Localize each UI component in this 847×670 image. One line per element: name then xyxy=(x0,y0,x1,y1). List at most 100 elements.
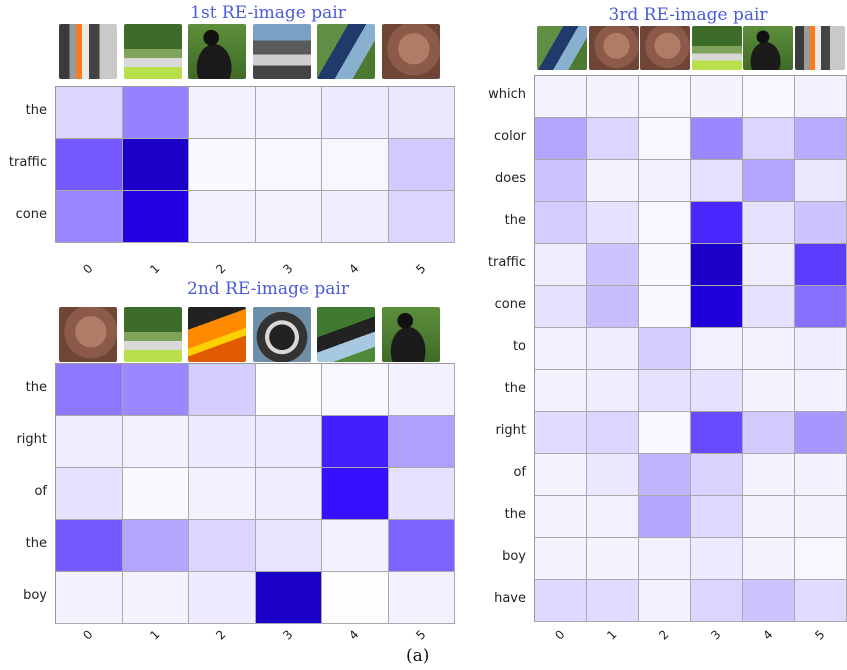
column-label: 4 xyxy=(346,261,362,277)
heatmap-cell xyxy=(322,468,389,520)
heatmap-cell xyxy=(743,496,795,538)
heatmap-cell xyxy=(255,139,322,191)
heatmap-cell xyxy=(587,328,639,370)
row-label: does xyxy=(495,171,526,186)
skateboard-legs-thumb xyxy=(252,24,311,79)
row-label: right xyxy=(495,423,526,438)
heatmap-cell xyxy=(322,191,389,243)
heatmap-cell xyxy=(388,364,455,416)
column-label: 5 xyxy=(412,261,429,277)
row-label: of xyxy=(513,465,526,480)
heatmap-cell xyxy=(795,160,847,202)
heatmap-cell xyxy=(122,468,189,520)
heatmap-cell xyxy=(795,412,847,454)
heatmap-cell xyxy=(388,416,455,468)
row-label: cone xyxy=(494,297,526,312)
skin-closeup-thumb xyxy=(59,307,117,362)
heatmap-cell xyxy=(535,202,587,244)
heatmap-cell xyxy=(122,191,189,243)
heatmap-cell xyxy=(535,412,587,454)
orange-cones-thumb xyxy=(188,307,246,362)
panel-title: 2nd RE-image pair xyxy=(187,279,349,299)
heatmap-cell xyxy=(691,412,743,454)
panel-title: 3rd RE-image pair xyxy=(608,5,768,25)
heatmap-cell xyxy=(255,416,322,468)
column-label: 4 xyxy=(346,627,362,643)
row-label: color xyxy=(493,129,526,144)
heatmap-cell xyxy=(122,416,189,468)
column-label: 0 xyxy=(552,627,568,643)
heatmap-cell xyxy=(743,160,795,202)
heatmap-cell xyxy=(587,118,639,160)
column-label: 0 xyxy=(80,627,96,643)
heatmap-cell xyxy=(189,416,256,468)
heatmap-cell xyxy=(639,412,691,454)
row-label: the xyxy=(504,507,526,522)
heatmap-cell xyxy=(56,364,123,416)
heatmap-cell xyxy=(56,139,123,191)
heatmap-cell xyxy=(56,191,123,243)
skin-closeup-thumb xyxy=(381,24,440,79)
heatmap-cell xyxy=(795,538,847,580)
heatmap-cell xyxy=(795,118,847,160)
figure-caption: (a) xyxy=(406,646,430,666)
attention-heatmap xyxy=(55,86,455,243)
boy-helmet-back-thumb xyxy=(188,24,246,79)
heatmap-cell xyxy=(795,328,847,370)
attention-heatmap xyxy=(55,363,455,624)
heatmap-cell xyxy=(322,87,389,139)
row-label: traffic xyxy=(487,255,526,270)
heatmap-cell xyxy=(743,286,795,328)
column-label: 2 xyxy=(213,261,229,277)
row-label: which xyxy=(488,87,526,102)
heatmap-cell xyxy=(743,244,795,286)
row-label: of xyxy=(34,484,47,499)
heatmap-cell xyxy=(535,370,587,412)
heatmap-cell xyxy=(535,496,587,538)
heatmap-cell xyxy=(639,454,691,496)
heatmap-cell xyxy=(189,572,256,624)
heatmap-cell xyxy=(639,76,691,118)
row-label: traffic xyxy=(8,155,47,170)
heatmap-cell xyxy=(587,76,639,118)
heatmap-cell xyxy=(691,160,743,202)
traffic-cones-street-thumb xyxy=(59,24,117,79)
heatmap-cell xyxy=(535,328,587,370)
heatmap-cell xyxy=(691,118,743,160)
heatmap-cell xyxy=(388,572,455,624)
heatmap-cell xyxy=(743,454,795,496)
heatmap-cell xyxy=(691,286,743,328)
heatmap-cell xyxy=(691,454,743,496)
heatmap-cell xyxy=(743,580,795,622)
skater-cone-thumb xyxy=(123,24,182,79)
heatmap-cell xyxy=(56,520,123,572)
heatmap-cell xyxy=(691,538,743,580)
heatmap-cell xyxy=(587,286,639,328)
heatmap-cell xyxy=(388,191,455,243)
heatmap-cell xyxy=(56,468,123,520)
panel-title: 1st RE-image pair xyxy=(190,3,346,23)
heatmap-cell xyxy=(388,87,455,139)
heatmap-cell xyxy=(639,160,691,202)
row-label: the xyxy=(25,536,47,551)
rider-motion-thumb xyxy=(317,24,375,79)
heatmap-cell xyxy=(535,76,587,118)
heatmap-cell xyxy=(189,191,256,243)
heatmap-cell xyxy=(535,454,587,496)
heatmap-cell xyxy=(743,538,795,580)
heatmap-cell xyxy=(587,370,639,412)
heatmap-cell xyxy=(691,580,743,622)
heatmap-cell xyxy=(388,520,455,572)
traffic-cones-street-thumb xyxy=(794,26,845,70)
heatmap-cell xyxy=(587,454,639,496)
attention-heatmap xyxy=(534,75,847,622)
heatmap-cell xyxy=(743,118,795,160)
heatmap-cell xyxy=(639,118,691,160)
heatmap-cell xyxy=(743,202,795,244)
heatmap-cell xyxy=(795,580,847,622)
heatmap-cell xyxy=(189,139,256,191)
column-label: 1 xyxy=(146,627,163,643)
heatmap-cell xyxy=(56,572,123,624)
column-label: 0 xyxy=(80,261,96,277)
row-label: the xyxy=(25,380,47,395)
